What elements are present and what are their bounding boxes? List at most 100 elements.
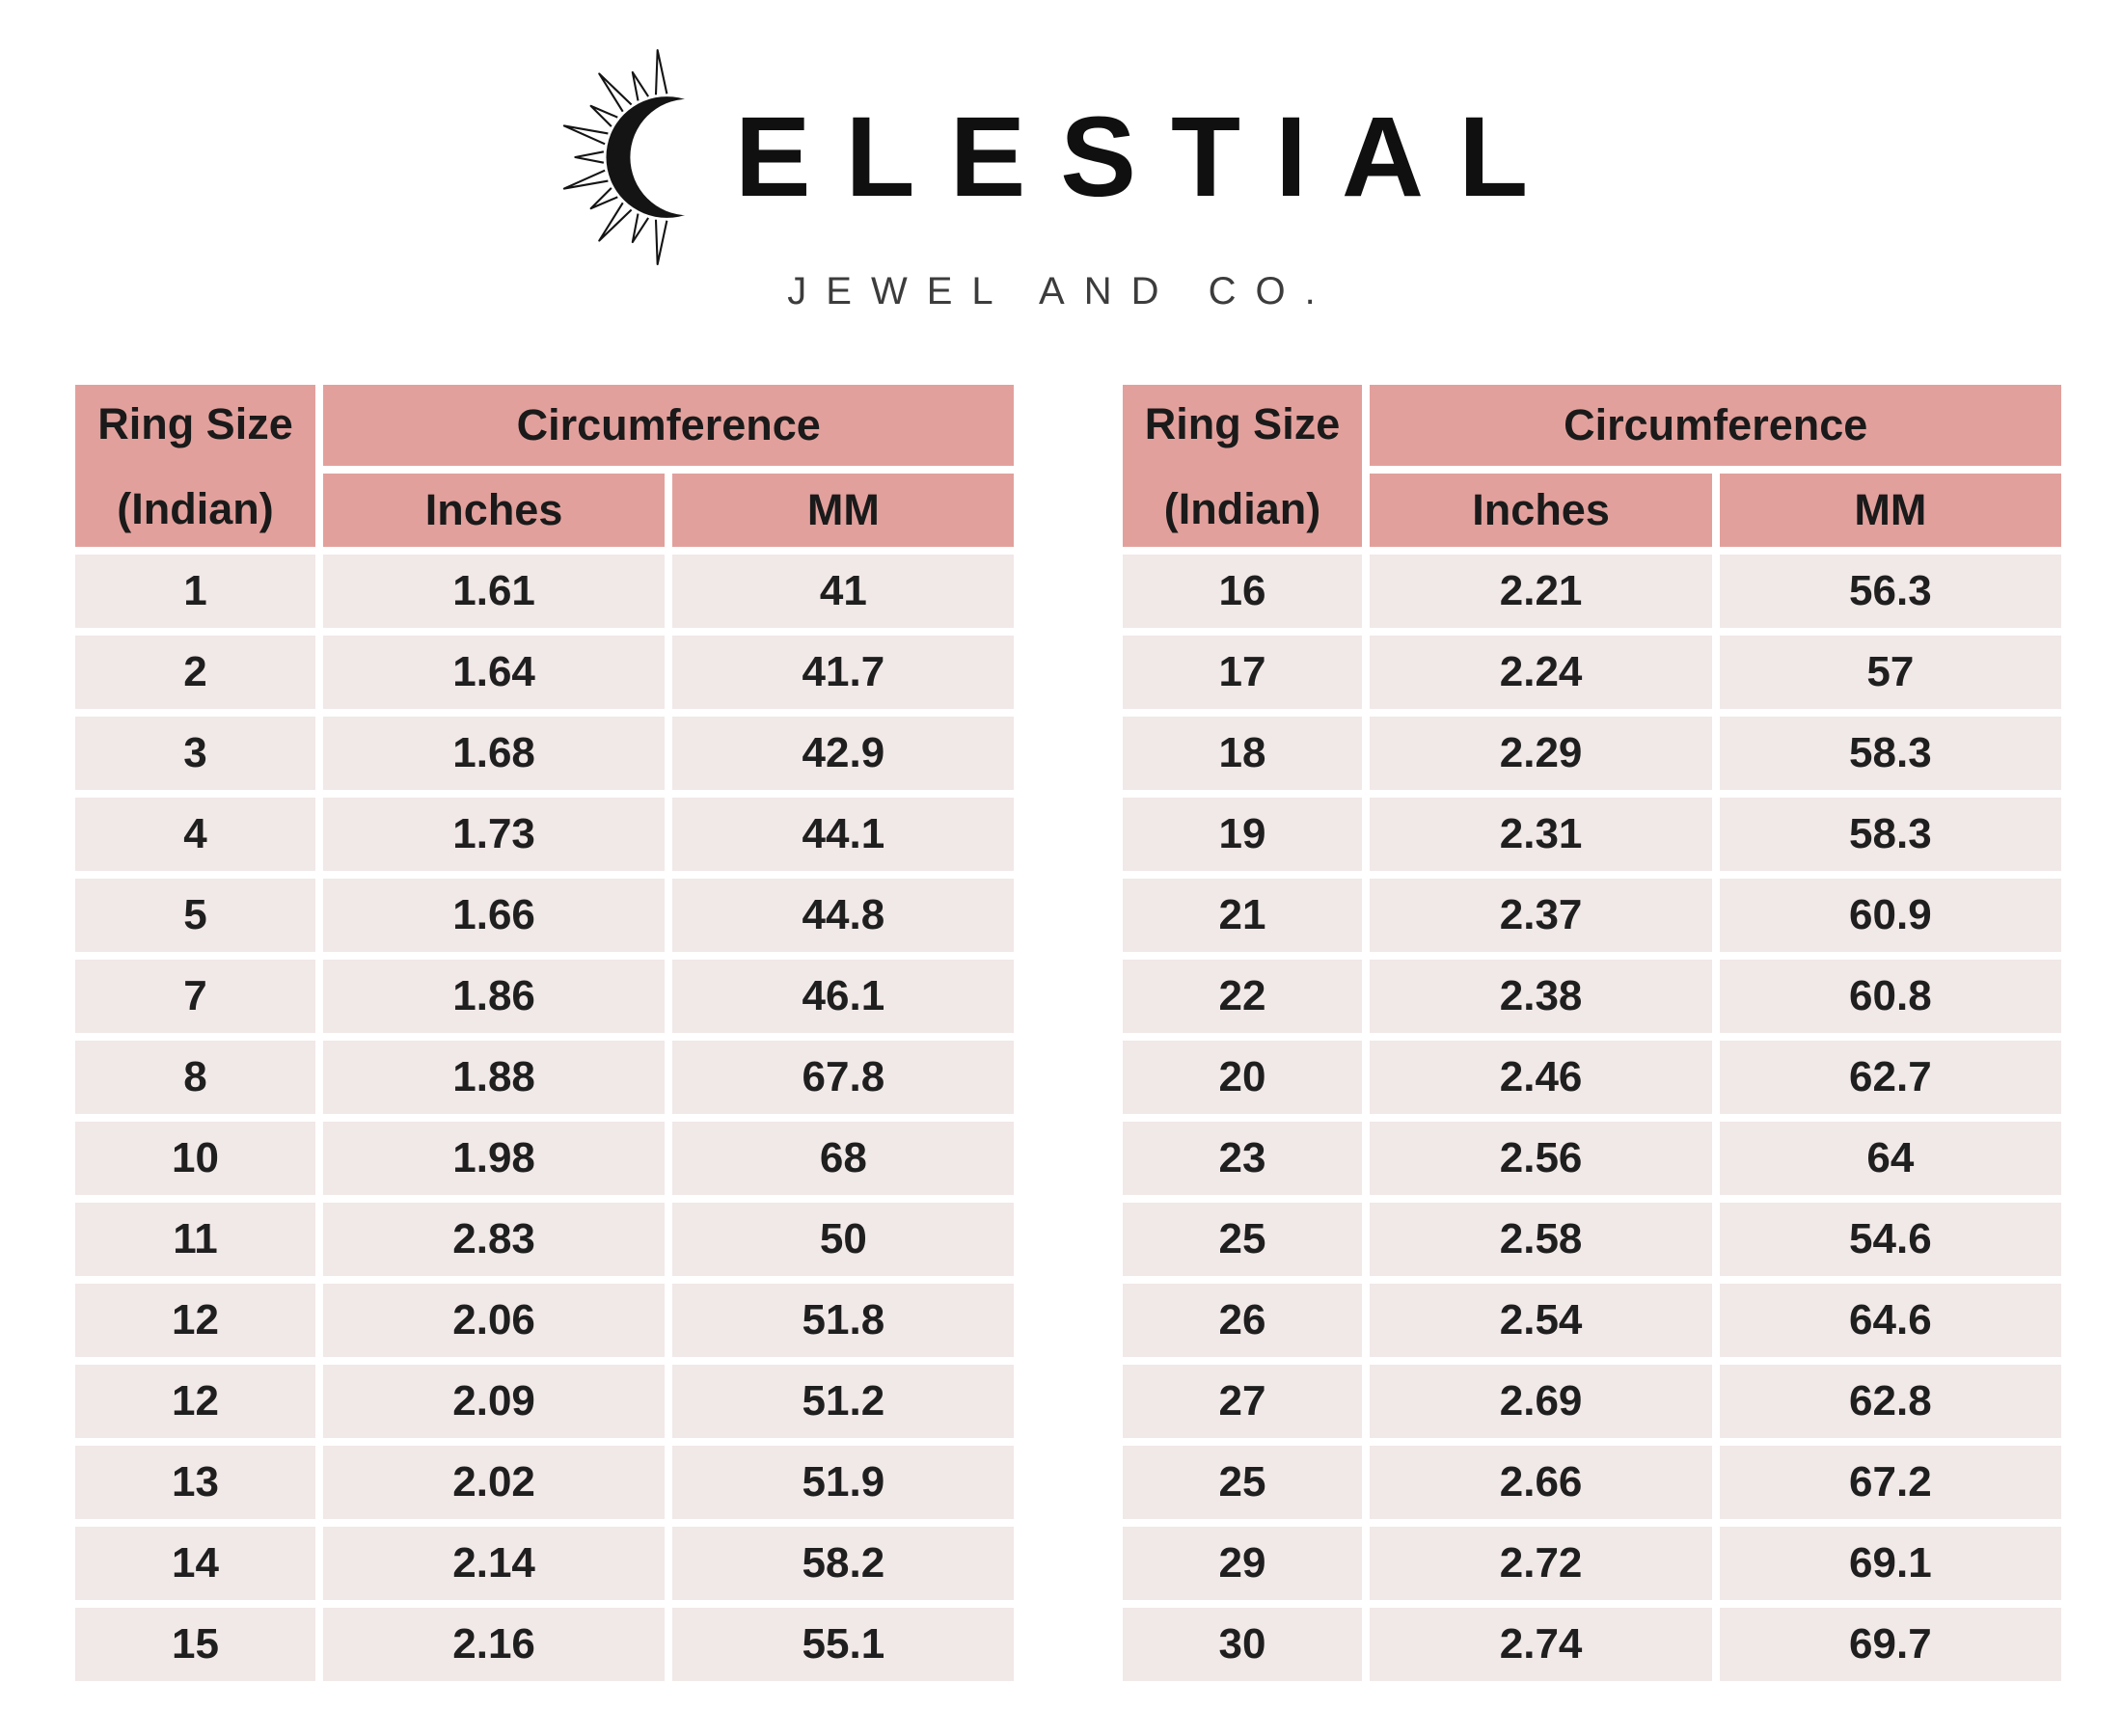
mm-cell: 58.3 [1719, 717, 2061, 790]
ring-size-header-line2: (Indian) [117, 484, 274, 533]
ring-size-header-cell: Ring Size (Indian) [75, 385, 315, 547]
ring-size-cell: 21 [1122, 879, 1363, 952]
mm-cell: 62.8 [1719, 1365, 2061, 1438]
ring-size-cell: 15 [75, 1608, 315, 1681]
ring-size-cell: 22 [1122, 960, 1363, 1033]
inches-cell: 1.86 [322, 960, 666, 1033]
circumference-header-cell: Circumference [322, 385, 1015, 466]
ring-size-cell: 14 [75, 1527, 315, 1600]
circumference-header-cell: Circumference [1370, 385, 2061, 466]
ring-size-cell: 2 [75, 636, 315, 709]
mm-cell: 62.7 [1719, 1041, 2061, 1114]
inches-cell: 2.02 [322, 1446, 666, 1519]
inches-cell: 1.73 [322, 798, 666, 871]
inches-header-cell: Inches [1370, 474, 1712, 547]
ring-size-cell: 25 [1122, 1446, 1363, 1519]
inches-cell: 2.56 [1370, 1122, 1712, 1195]
ring-size-cell: 16 [1122, 555, 1363, 628]
inches-cell: 1.66 [322, 879, 666, 952]
mm-cell: 51.2 [672, 1365, 1015, 1438]
ring-size-cell: 27 [1122, 1365, 1363, 1438]
brand-subtitle: JEWEL AND CO. [787, 270, 1335, 312]
inches-cell: 2.46 [1370, 1041, 1712, 1114]
mm-cell: 55.1 [672, 1608, 1015, 1681]
inches-cell: 2.09 [322, 1365, 666, 1438]
mm-cell: 58.2 [672, 1527, 1015, 1600]
ring-size-cell: 11 [75, 1203, 315, 1276]
ring-size-cell: 29 [1122, 1527, 1363, 1600]
mm-cell: 54.6 [1719, 1203, 2061, 1276]
mm-cell: 69.1 [1719, 1527, 2061, 1600]
ring-size-cell: 17 [1122, 636, 1363, 709]
mm-cell: 51.8 [672, 1284, 1015, 1357]
mm-cell: 41.7 [672, 636, 1015, 709]
size-table-right: Ring Size (Indian) Circumference Inches … [1122, 385, 2062, 1681]
mm-cell: 69.7 [1719, 1608, 2061, 1681]
brand-wordmark: ELESTIAL [734, 94, 1564, 221]
ring-size-cell: 4 [75, 798, 315, 871]
mm-header-cell: MM [672, 474, 1015, 547]
moon-inner-disc [630, 98, 743, 216]
inches-cell: 1.68 [322, 717, 666, 790]
mm-cell: 67.8 [672, 1041, 1015, 1114]
inches-cell: 2.29 [1370, 717, 1712, 790]
ring-size-cell: 10 [75, 1122, 315, 1195]
inches-cell: 2.72 [1370, 1527, 1712, 1600]
ring-size-cell: 26 [1122, 1284, 1363, 1357]
mm-cell: 42.9 [672, 717, 1015, 790]
inches-cell: 1.64 [322, 636, 666, 709]
ring-size-header-line1: Ring Size [97, 399, 293, 448]
ring-size-cell: 3 [75, 717, 315, 790]
inches-cell: 2.38 [1370, 960, 1712, 1033]
inches-cell: 1.88 [322, 1041, 666, 1114]
inches-cell: 2.31 [1370, 798, 1712, 871]
inches-cell: 1.98 [322, 1122, 666, 1195]
mm-cell: 68 [672, 1122, 1015, 1195]
mm-cell: 57 [1719, 636, 2061, 709]
ring-size-cell: 23 [1122, 1122, 1363, 1195]
inches-cell: 2.37 [1370, 879, 1712, 952]
size-table-left: Ring Size (Indian) Circumference Inches … [75, 385, 1015, 1681]
ring-size-cell: 12 [75, 1365, 315, 1438]
mm-cell: 46.1 [672, 960, 1015, 1033]
inches-cell: 2.66 [1370, 1446, 1712, 1519]
tables-region: Ring Size (Indian) Circumference Inches … [75, 385, 2061, 1681]
mm-cell: 44.1 [672, 798, 1015, 871]
sun-rays [562, 48, 668, 266]
ring-size-cell: 18 [1122, 717, 1363, 790]
ring-size-cell: 13 [75, 1446, 315, 1519]
ring-size-header-line1: Ring Size [1144, 399, 1341, 448]
mm-cell: 60.8 [1719, 960, 2061, 1033]
crescent-sun-icon [562, 48, 743, 266]
inches-cell: 1.61 [322, 555, 666, 628]
mm-cell: 41 [672, 555, 1015, 628]
mm-cell: 58.3 [1719, 798, 2061, 871]
inches-cell: 2.21 [1370, 555, 1712, 628]
mm-cell: 64.6 [1719, 1284, 2061, 1357]
ring-size-cell: 5 [75, 879, 315, 952]
inches-cell: 2.69 [1370, 1365, 1712, 1438]
mm-cell: 60.9 [1719, 879, 2061, 952]
inches-header-cell: Inches [322, 474, 666, 547]
ring-size-cell: 25 [1122, 1203, 1363, 1276]
inches-cell: 2.83 [322, 1203, 666, 1276]
ring-size-cell: 30 [1122, 1608, 1363, 1681]
mm-cell: 44.8 [672, 879, 1015, 952]
inches-cell: 2.16 [322, 1608, 666, 1681]
inches-cell: 2.58 [1370, 1203, 1712, 1276]
inches-cell: 2.24 [1370, 636, 1712, 709]
inches-cell: 2.74 [1370, 1608, 1712, 1681]
mm-cell: 64 [1719, 1122, 2061, 1195]
ring-size-cell: 19 [1122, 798, 1363, 871]
brand-wordmark-row: ELESTIAL [0, 41, 2122, 274]
ring-size-cell: 20 [1122, 1041, 1363, 1114]
inches-cell: 2.14 [322, 1527, 666, 1600]
ring-size-header-line2: (Indian) [1163, 484, 1321, 533]
mm-cell: 50 [672, 1203, 1015, 1276]
mm-cell: 51.9 [672, 1446, 1015, 1519]
mm-cell: 67.2 [1719, 1446, 2061, 1519]
inches-cell: 2.54 [1370, 1284, 1712, 1357]
inches-cell: 2.06 [322, 1284, 666, 1357]
mm-cell: 56.3 [1719, 555, 2061, 628]
ring-size-cell: 12 [75, 1284, 315, 1357]
